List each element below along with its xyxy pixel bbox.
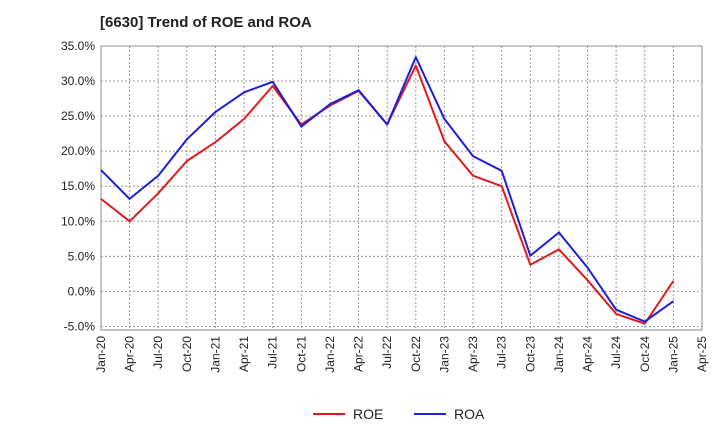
y-tick-label: 15.0% [61, 179, 95, 193]
x-tick-label: Jul-22 [380, 336, 394, 369]
y-tick-label: 20.0% [61, 144, 95, 158]
x-tick-label: Jul-24 [609, 336, 623, 369]
x-tick-label: Jul-23 [495, 336, 509, 369]
x-tick-label: Apr-25 [695, 336, 709, 372]
x-tick-label: Oct-21 [294, 336, 308, 372]
x-tick-label: Apr-21 [237, 336, 251, 372]
x-tick-label: Oct-23 [523, 336, 537, 372]
x-tick-label: Jan-20 [94, 336, 108, 373]
x-tick-label: Apr-20 [123, 336, 137, 372]
x-tick-label: Jul-20 [151, 336, 165, 369]
x-tick-label: Jan-21 [208, 336, 222, 373]
x-tick-label: Jan-23 [437, 336, 451, 373]
series-layer [100, 56, 675, 325]
y-tick-label: 25.0% [61, 109, 95, 123]
x-tick-label: Jan-24 [552, 336, 566, 373]
y-tick-label: 10.0% [61, 214, 95, 228]
legend-label-roa: ROA [454, 406, 485, 422]
x-tick-label: Jan-22 [323, 336, 337, 373]
chart-title: [6630] Trend of ROE and ROA [100, 14, 312, 31]
plot-area [100, 45, 703, 331]
x-tick-label: Apr-24 [581, 336, 595, 372]
y-tick-label: 0.0% [68, 284, 96, 298]
x-tick-label: Jan-25 [666, 336, 680, 373]
x-tick-label: Apr-23 [466, 336, 480, 372]
series-line-roa [100, 56, 674, 323]
x-tick-label: Oct-20 [180, 336, 194, 372]
x-tick-label: Oct-22 [409, 336, 423, 372]
y-tick-label: 35.0% [61, 39, 95, 53]
legend: ROE ROA [313, 406, 485, 422]
y-tick-label: 5.0% [68, 249, 96, 263]
y-axis: 35.0% 30.0% 25.0% 20.0% 15.0% 10.0% 5.0% 0.0% -5… [61, 39, 95, 333]
legend-label-roe: ROE [353, 406, 383, 422]
x-tick-label: Jul-21 [266, 336, 280, 369]
x-axis: Jan-20 Apr-20 Jul-20 Oct-20 Jan-21 Apr-21 Jul-… [94, 336, 709, 373]
y-tick-label: -5.0% [64, 319, 96, 333]
plot-frame [100, 45, 703, 331]
x-tick-label: Apr-22 [352, 336, 366, 372]
x-tick-label: Oct-24 [638, 336, 652, 372]
y-tick-label: 30.0% [61, 74, 95, 88]
